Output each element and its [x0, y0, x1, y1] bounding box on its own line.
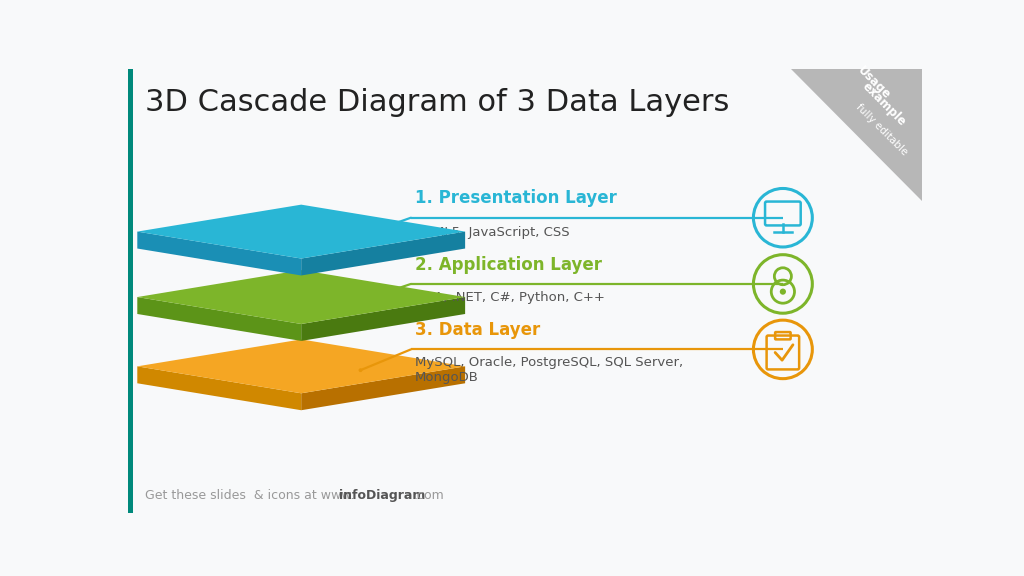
Polygon shape: [301, 366, 465, 410]
Text: Usage: Usage: [854, 64, 893, 102]
Text: MySQL, Oracle, PostgreSQL, SQL Server,
MongoDB: MySQL, Oracle, PostgreSQL, SQL Server, M…: [415, 357, 683, 384]
Circle shape: [779, 289, 786, 295]
Circle shape: [358, 368, 362, 372]
Text: example: example: [859, 80, 908, 129]
Polygon shape: [137, 297, 301, 341]
FancyBboxPatch shape: [128, 69, 133, 513]
Circle shape: [358, 233, 362, 237]
Text: HTML5, JavaScript, CSS: HTML5, JavaScript, CSS: [415, 226, 569, 239]
Polygon shape: [301, 297, 465, 341]
Polygon shape: [301, 232, 465, 275]
Text: 3D Cascade Diagram of 3 Data Layers: 3D Cascade Diagram of 3 Data Layers: [145, 88, 729, 116]
Text: infoDiagram: infoDiagram: [339, 489, 425, 502]
Text: fully editable: fully editable: [854, 101, 909, 157]
Text: Get these slides  & icons at www.: Get these slides & icons at www.: [145, 489, 354, 502]
Text: JAVA, .NET, C#, Python, C++: JAVA, .NET, C#, Python, C++: [415, 291, 605, 304]
Polygon shape: [137, 339, 465, 393]
Polygon shape: [137, 270, 465, 324]
Circle shape: [358, 299, 362, 303]
Text: 1. Presentation Layer: 1. Presentation Layer: [415, 189, 616, 207]
Polygon shape: [137, 204, 465, 259]
Text: 2. Application Layer: 2. Application Layer: [415, 256, 602, 274]
Polygon shape: [791, 69, 922, 201]
Text: 3. Data Layer: 3. Data Layer: [415, 321, 540, 339]
Polygon shape: [137, 366, 301, 410]
Polygon shape: [137, 232, 301, 275]
Text: .com: .com: [414, 489, 444, 502]
